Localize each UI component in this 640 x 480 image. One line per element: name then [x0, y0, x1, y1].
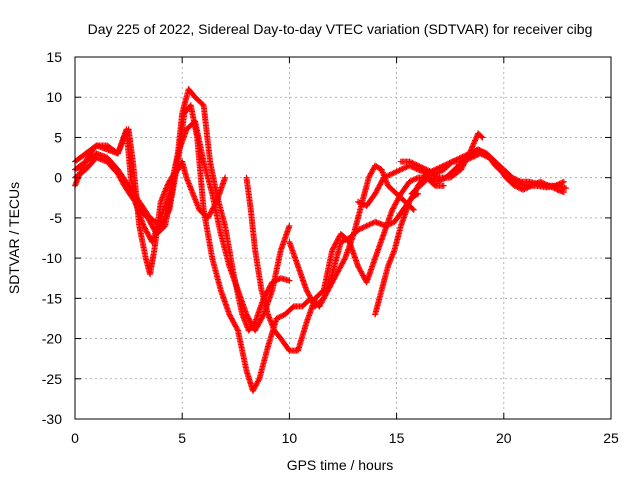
data-point — [165, 208, 172, 215]
x-tick-label: 20 — [496, 430, 512, 446]
data-point — [234, 326, 241, 333]
track-9 — [372, 146, 569, 318]
data-point — [259, 312, 266, 319]
plot-frame — [74, 56, 612, 420]
data-point — [222, 174, 229, 181]
y-tick-label: 0 — [54, 170, 62, 186]
data-point — [440, 182, 447, 189]
data-point — [255, 377, 262, 384]
y-tick-label: 5 — [54, 129, 62, 145]
x-tick-label: 5 — [178, 430, 186, 446]
data-point — [410, 206, 417, 213]
y-tick-label: 15 — [46, 49, 62, 65]
track-5 — [243, 174, 447, 354]
data-point — [560, 189, 567, 196]
y-tick-label: -15 — [42, 290, 62, 306]
track-7 — [316, 162, 417, 310]
chart-title: Day 225 of 2022, Sidereal Day-to-day VTE… — [88, 21, 593, 37]
data-point — [560, 178, 567, 185]
x-tick-label: 25 — [603, 430, 619, 446]
data-point — [341, 256, 348, 263]
x-tick-label: 10 — [282, 430, 298, 446]
y-tick-label: 10 — [46, 89, 62, 105]
data-point — [286, 277, 293, 284]
y-tick-label: -30 — [42, 411, 62, 427]
x-axis-label: GPS time / hours — [287, 457, 394, 473]
y-tick-label: -5 — [50, 210, 63, 226]
data-point — [478, 133, 485, 140]
x-tick-label: 0 — [71, 430, 79, 446]
data-series — [72, 86, 569, 394]
data-point — [286, 222, 293, 229]
data-point — [409, 205, 416, 212]
data-point — [131, 197, 138, 204]
track-3 — [72, 102, 323, 394]
track-4 — [72, 118, 293, 334]
y-axis-label: SDTVAR / TECUs — [6, 182, 22, 294]
x-tick-label: 15 — [389, 430, 405, 446]
y-tick-label: -25 — [42, 371, 62, 387]
data-point — [479, 134, 486, 141]
track-11 — [408, 150, 567, 197]
grid — [75, 57, 611, 419]
axis-ticks: 0 5 10 15 20 25 15 10 5 0 -5 -10 -15 -20 -25 -30 — [42, 49, 619, 446]
y-tick-label: -10 — [42, 250, 62, 266]
data-point — [562, 185, 569, 192]
y-tick-label: -20 — [42, 331, 62, 347]
track-1 — [72, 126, 229, 278]
